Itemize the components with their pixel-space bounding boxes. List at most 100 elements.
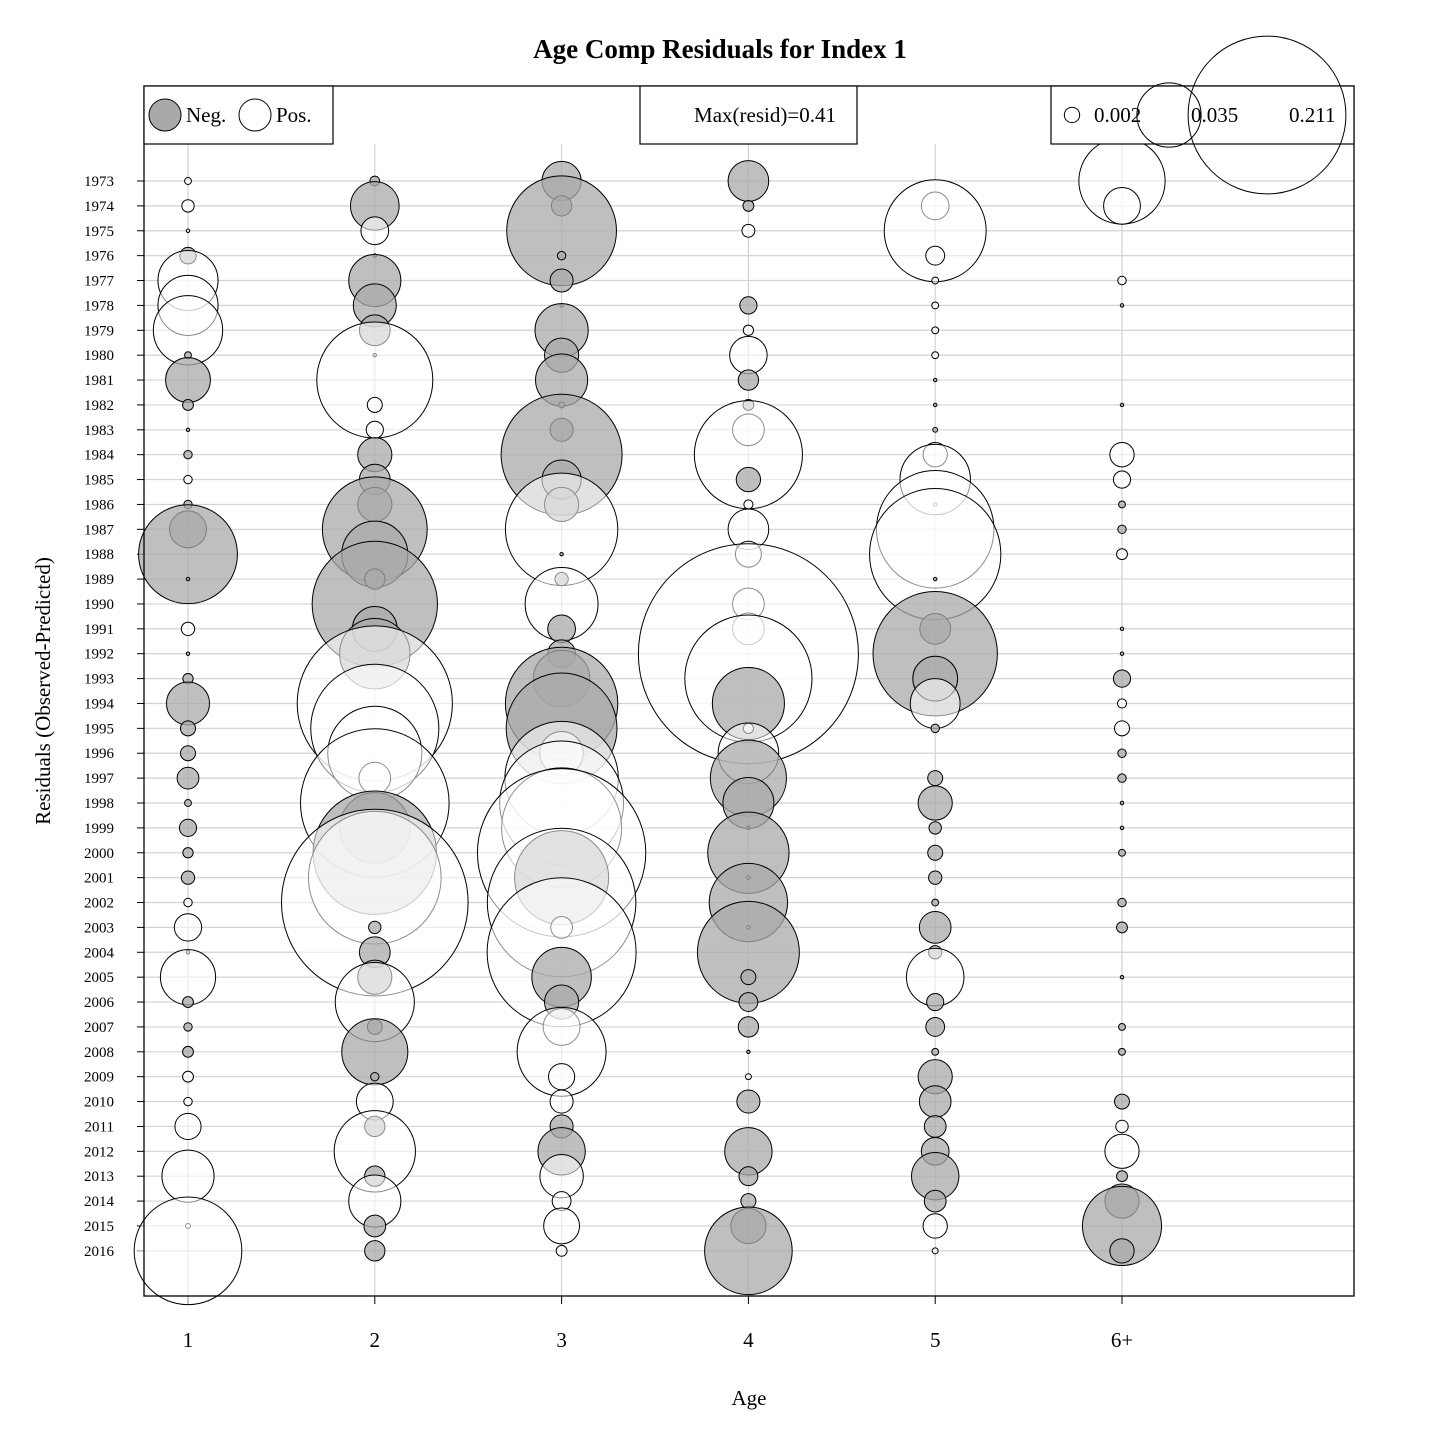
- bubble-negative: [926, 992, 945, 1012]
- y-tick-label: 1973: [84, 174, 114, 190]
- bubble-negative: [738, 1166, 759, 1187]
- y-tick-label: 1976: [84, 249, 115, 265]
- bubble-positive: [548, 1063, 576, 1091]
- y-tick-label: 1995: [84, 721, 114, 737]
- x-tick-label: 6+: [1111, 1328, 1133, 1352]
- y-tick-label: 2003: [84, 920, 114, 936]
- y-tick-label: 1981: [84, 373, 114, 389]
- bubble-negative: [932, 426, 939, 433]
- x-axis-label: Age: [732, 1386, 767, 1410]
- size-legend-circle-medium: [1136, 82, 1202, 148]
- bubble-negative: [1118, 1022, 1126, 1031]
- bubble-negative: [918, 1085, 952, 1118]
- bubble-positive: [742, 324, 755, 336]
- y-tick-label: 1979: [84, 323, 114, 339]
- bubble-positive: [1109, 442, 1135, 468]
- y-tick-label: 1989: [84, 572, 114, 588]
- bubble-positive: [1103, 186, 1141, 225]
- y-tick-label: 1977: [84, 274, 115, 290]
- y-tick-label: 1974: [84, 199, 115, 215]
- pos-legend-label: Pos.: [276, 103, 312, 127]
- bubble-negative: [1116, 1170, 1128, 1183]
- bubble-negative: [923, 1115, 947, 1138]
- bubble-negative: [183, 449, 193, 460]
- y-tick-label: 1994: [84, 696, 115, 712]
- y-tick-label: 2015: [84, 1219, 114, 1235]
- bubble-negative: [918, 911, 952, 944]
- bubble-negative: [1116, 921, 1128, 934]
- y-tick-label: 1984: [84, 448, 115, 464]
- y-tick-label: 1991: [84, 622, 114, 638]
- y-tick-label: 1982: [84, 398, 114, 414]
- bubble-positive: [185, 228, 191, 233]
- bubble-negative: [704, 1206, 793, 1296]
- bubble-positive: [909, 678, 961, 729]
- bubble-negative: [930, 723, 940, 734]
- bubble-negative: [932, 377, 938, 383]
- bubble-negative: [1117, 748, 1127, 758]
- size-legend-circle-large: [1187, 35, 1347, 195]
- x-tick-label: 1: [183, 1328, 194, 1352]
- y-tick-label: 1997: [84, 771, 115, 787]
- bubble-positive: [543, 1207, 581, 1245]
- bubble-negative: [1119, 651, 1125, 656]
- y-tick-label: 1986: [84, 497, 115, 513]
- bubble-negative: [746, 1049, 751, 1055]
- y-tick-label: 2000: [84, 846, 114, 862]
- bubble-negative: [1119, 402, 1125, 408]
- bubble-positive: [316, 321, 434, 439]
- bubble-negative: [737, 1016, 760, 1038]
- bubble-negative: [1117, 897, 1127, 908]
- bubble-positive: [931, 351, 940, 360]
- bubble-negative: [931, 1047, 940, 1056]
- bubble-negative: [185, 651, 191, 656]
- bubble-series: [133, 137, 1166, 1306]
- bubble-negative: [1109, 1238, 1135, 1264]
- y-tick-label: 2013: [84, 1169, 114, 1185]
- y-tick-label: 2007: [84, 1020, 115, 1036]
- max-resid-label: Max(resid)=0.41: [694, 103, 836, 127]
- bubble-positive: [931, 276, 940, 285]
- bubble-negative: [739, 296, 758, 315]
- y-tick-label: 1988: [84, 547, 114, 563]
- y-tick-label: 1998: [84, 796, 114, 812]
- x-tick-label: 5: [930, 1328, 941, 1352]
- max-resid-box: [639, 85, 858, 145]
- bubble-positive: [1117, 275, 1127, 286]
- bubble-negative: [925, 1017, 946, 1037]
- y-axis-label: Residuals (Observed-Predicted): [31, 557, 55, 825]
- size-legend: 0.002 0.035 0.211: [1050, 35, 1355, 195]
- bubble-negative: [931, 898, 940, 907]
- x-tick-label: 3: [556, 1328, 567, 1352]
- bubble-negative: [927, 770, 944, 787]
- bubble-positive: [360, 216, 390, 246]
- bubble-negative: [185, 576, 191, 582]
- bubble-negative: [1117, 773, 1127, 783]
- bubble-positive: [1116, 548, 1128, 561]
- bubble-negative: [928, 821, 942, 835]
- bubble-positive: [925, 245, 946, 266]
- x-tick-label: 2: [370, 1328, 381, 1352]
- bubble-negative: [180, 720, 196, 737]
- bubble-positive: [741, 223, 756, 238]
- bubble-positive: [183, 1096, 193, 1107]
- bubble-negative: [1112, 669, 1132, 688]
- bubble-negative: [927, 844, 944, 861]
- bubble-negative: [917, 785, 953, 821]
- y-tick-label: 2008: [84, 1045, 114, 1061]
- chart-title: Age Comp Residuals for Index 1: [533, 34, 907, 64]
- bubble-negative: [556, 250, 567, 261]
- y-tick-label: 2009: [84, 1070, 114, 1086]
- y-tick-label: 2006: [84, 995, 115, 1011]
- y-tick-label: 1990: [84, 597, 114, 613]
- size-legend-label-small: 0.002: [1094, 103, 1141, 127]
- y-tick-label: 1987: [84, 522, 115, 538]
- bubble-negative: [559, 551, 564, 557]
- x-tick-label: 4: [743, 1328, 754, 1352]
- bubble-positive: [743, 499, 754, 510]
- bubble-negative: [1114, 1093, 1130, 1110]
- bubble-positive: [922, 1213, 948, 1239]
- bubble-negative: [742, 199, 755, 212]
- bubble-positive: [1114, 720, 1130, 737]
- bubble-negative: [932, 576, 938, 582]
